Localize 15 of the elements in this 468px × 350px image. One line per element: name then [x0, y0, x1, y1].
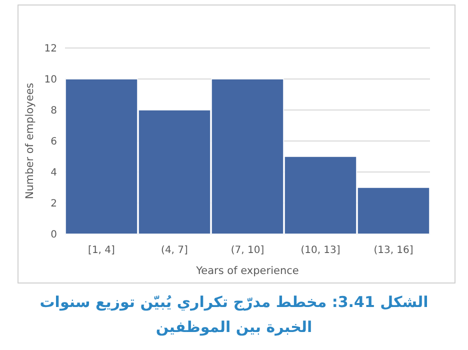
- y-axis-title: Number of employees: [24, 82, 36, 200]
- y-tick-label: 10: [44, 74, 57, 86]
- x-tick-label: (10, 13]: [300, 245, 340, 256]
- y-tick-label: 4: [50, 168, 57, 178]
- x-tick-label: (13, 16]: [374, 245, 414, 256]
- y-tick-label: 6: [50, 136, 57, 148]
- y-tick-label: 12: [44, 44, 57, 54]
- x-tick-label: (7, 10]: [230, 245, 264, 256]
- x-axis-title: Years of experience: [195, 265, 299, 277]
- x-tick-label: (4, 7]: [161, 245, 188, 256]
- y-tick-label: 8: [50, 106, 57, 116]
- y-tick-label: 0: [50, 230, 57, 240]
- y-tick-label: 2: [50, 198, 57, 210]
- x-tick-label: [1, 4]: [88, 245, 116, 256]
- text: الشكل 3.41: مخطط مدرّج تكراري يُبيّن توزيع سنوات الخبرة بين الموظفين: [38, 292, 430, 338]
